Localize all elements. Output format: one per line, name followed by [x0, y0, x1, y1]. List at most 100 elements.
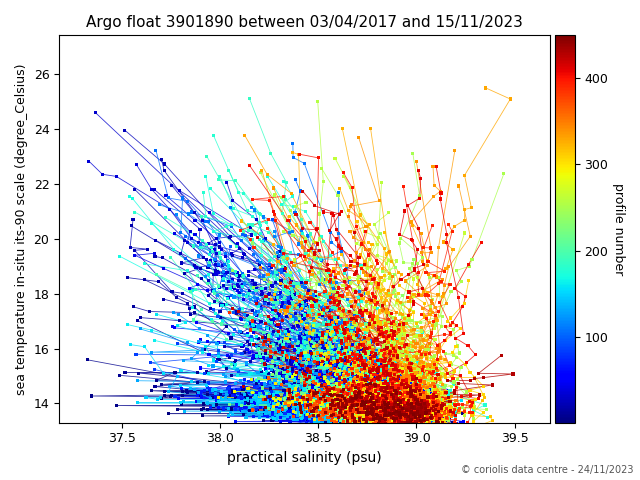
Point: [374, 419, 385, 426]
Point: [415, 377, 425, 384]
Point: [434, 401, 444, 408]
Point: [429, 389, 439, 397]
Point: [386, 398, 396, 406]
Point: [346, 201, 356, 209]
Point: [417, 405, 428, 412]
Point: [417, 414, 428, 422]
Point: [381, 368, 391, 376]
Point: [356, 398, 366, 406]
Point: [358, 421, 369, 429]
Point: [392, 426, 403, 434]
Point: [422, 395, 433, 403]
Point: [338, 385, 348, 393]
Point: [367, 401, 377, 408]
Point: [378, 412, 388, 420]
Point: [301, 279, 311, 287]
Point: [376, 230, 386, 238]
Point: [385, 406, 396, 414]
Point: [365, 407, 376, 414]
Point: [386, 312, 396, 319]
Point: [388, 370, 398, 377]
Point: [337, 339, 347, 347]
Point: [332, 372, 342, 379]
Point: [364, 394, 374, 401]
Point: [323, 407, 333, 415]
Point: [339, 403, 349, 410]
Point: [378, 392, 388, 400]
Point: [316, 377, 326, 384]
Point: [336, 351, 346, 359]
Point: [330, 405, 340, 412]
Point: [326, 323, 336, 331]
Point: [301, 250, 311, 258]
Point: [301, 395, 311, 403]
Point: [333, 370, 343, 377]
Point: [310, 351, 321, 359]
Point: [419, 399, 429, 407]
Point: [380, 381, 390, 389]
Point: [122, 274, 132, 281]
Point: [287, 148, 297, 156]
Point: [425, 391, 435, 399]
Point: [368, 364, 378, 372]
Point: [379, 372, 389, 379]
Point: [394, 365, 404, 372]
Point: [415, 384, 426, 392]
Point: [367, 345, 378, 353]
Point: [405, 369, 415, 377]
Point: [390, 264, 401, 272]
Point: [364, 391, 374, 398]
Point: [285, 387, 296, 395]
Point: [420, 300, 430, 307]
Point: [412, 418, 422, 425]
Point: [431, 422, 441, 430]
Point: [193, 272, 203, 280]
Point: [349, 407, 359, 414]
Point: [294, 404, 304, 411]
Point: [356, 394, 366, 401]
Point: [264, 318, 274, 325]
Point: [381, 404, 391, 412]
Point: [350, 334, 360, 341]
Point: [403, 380, 413, 388]
Point: [330, 366, 340, 373]
Point: [273, 327, 284, 335]
Point: [412, 401, 422, 408]
Point: [346, 334, 356, 342]
Point: [313, 311, 323, 318]
Point: [363, 412, 373, 420]
Point: [424, 396, 434, 403]
Point: [320, 384, 330, 392]
Point: [420, 313, 430, 321]
Point: [325, 388, 335, 396]
Point: [369, 292, 379, 300]
Point: [400, 405, 410, 412]
Point: [371, 298, 381, 305]
Point: [333, 414, 343, 422]
Point: [429, 419, 440, 426]
Point: [307, 396, 317, 404]
Point: [358, 387, 368, 395]
Point: [295, 411, 305, 419]
Point: [342, 396, 353, 404]
Point: [361, 419, 371, 427]
Point: [265, 256, 275, 264]
Point: [375, 370, 385, 377]
Point: [409, 357, 419, 365]
Point: [382, 414, 392, 422]
Point: [380, 276, 390, 284]
Point: [244, 371, 255, 378]
Point: [358, 410, 369, 418]
Point: [385, 391, 396, 399]
Point: [284, 228, 294, 236]
Point: [342, 380, 353, 387]
Point: [373, 424, 383, 432]
Point: [411, 353, 421, 360]
Point: [343, 382, 353, 390]
Point: [316, 357, 326, 364]
Point: [410, 383, 420, 390]
Point: [323, 379, 333, 387]
Point: [413, 400, 423, 408]
Point: [410, 408, 420, 415]
Point: [410, 403, 420, 411]
